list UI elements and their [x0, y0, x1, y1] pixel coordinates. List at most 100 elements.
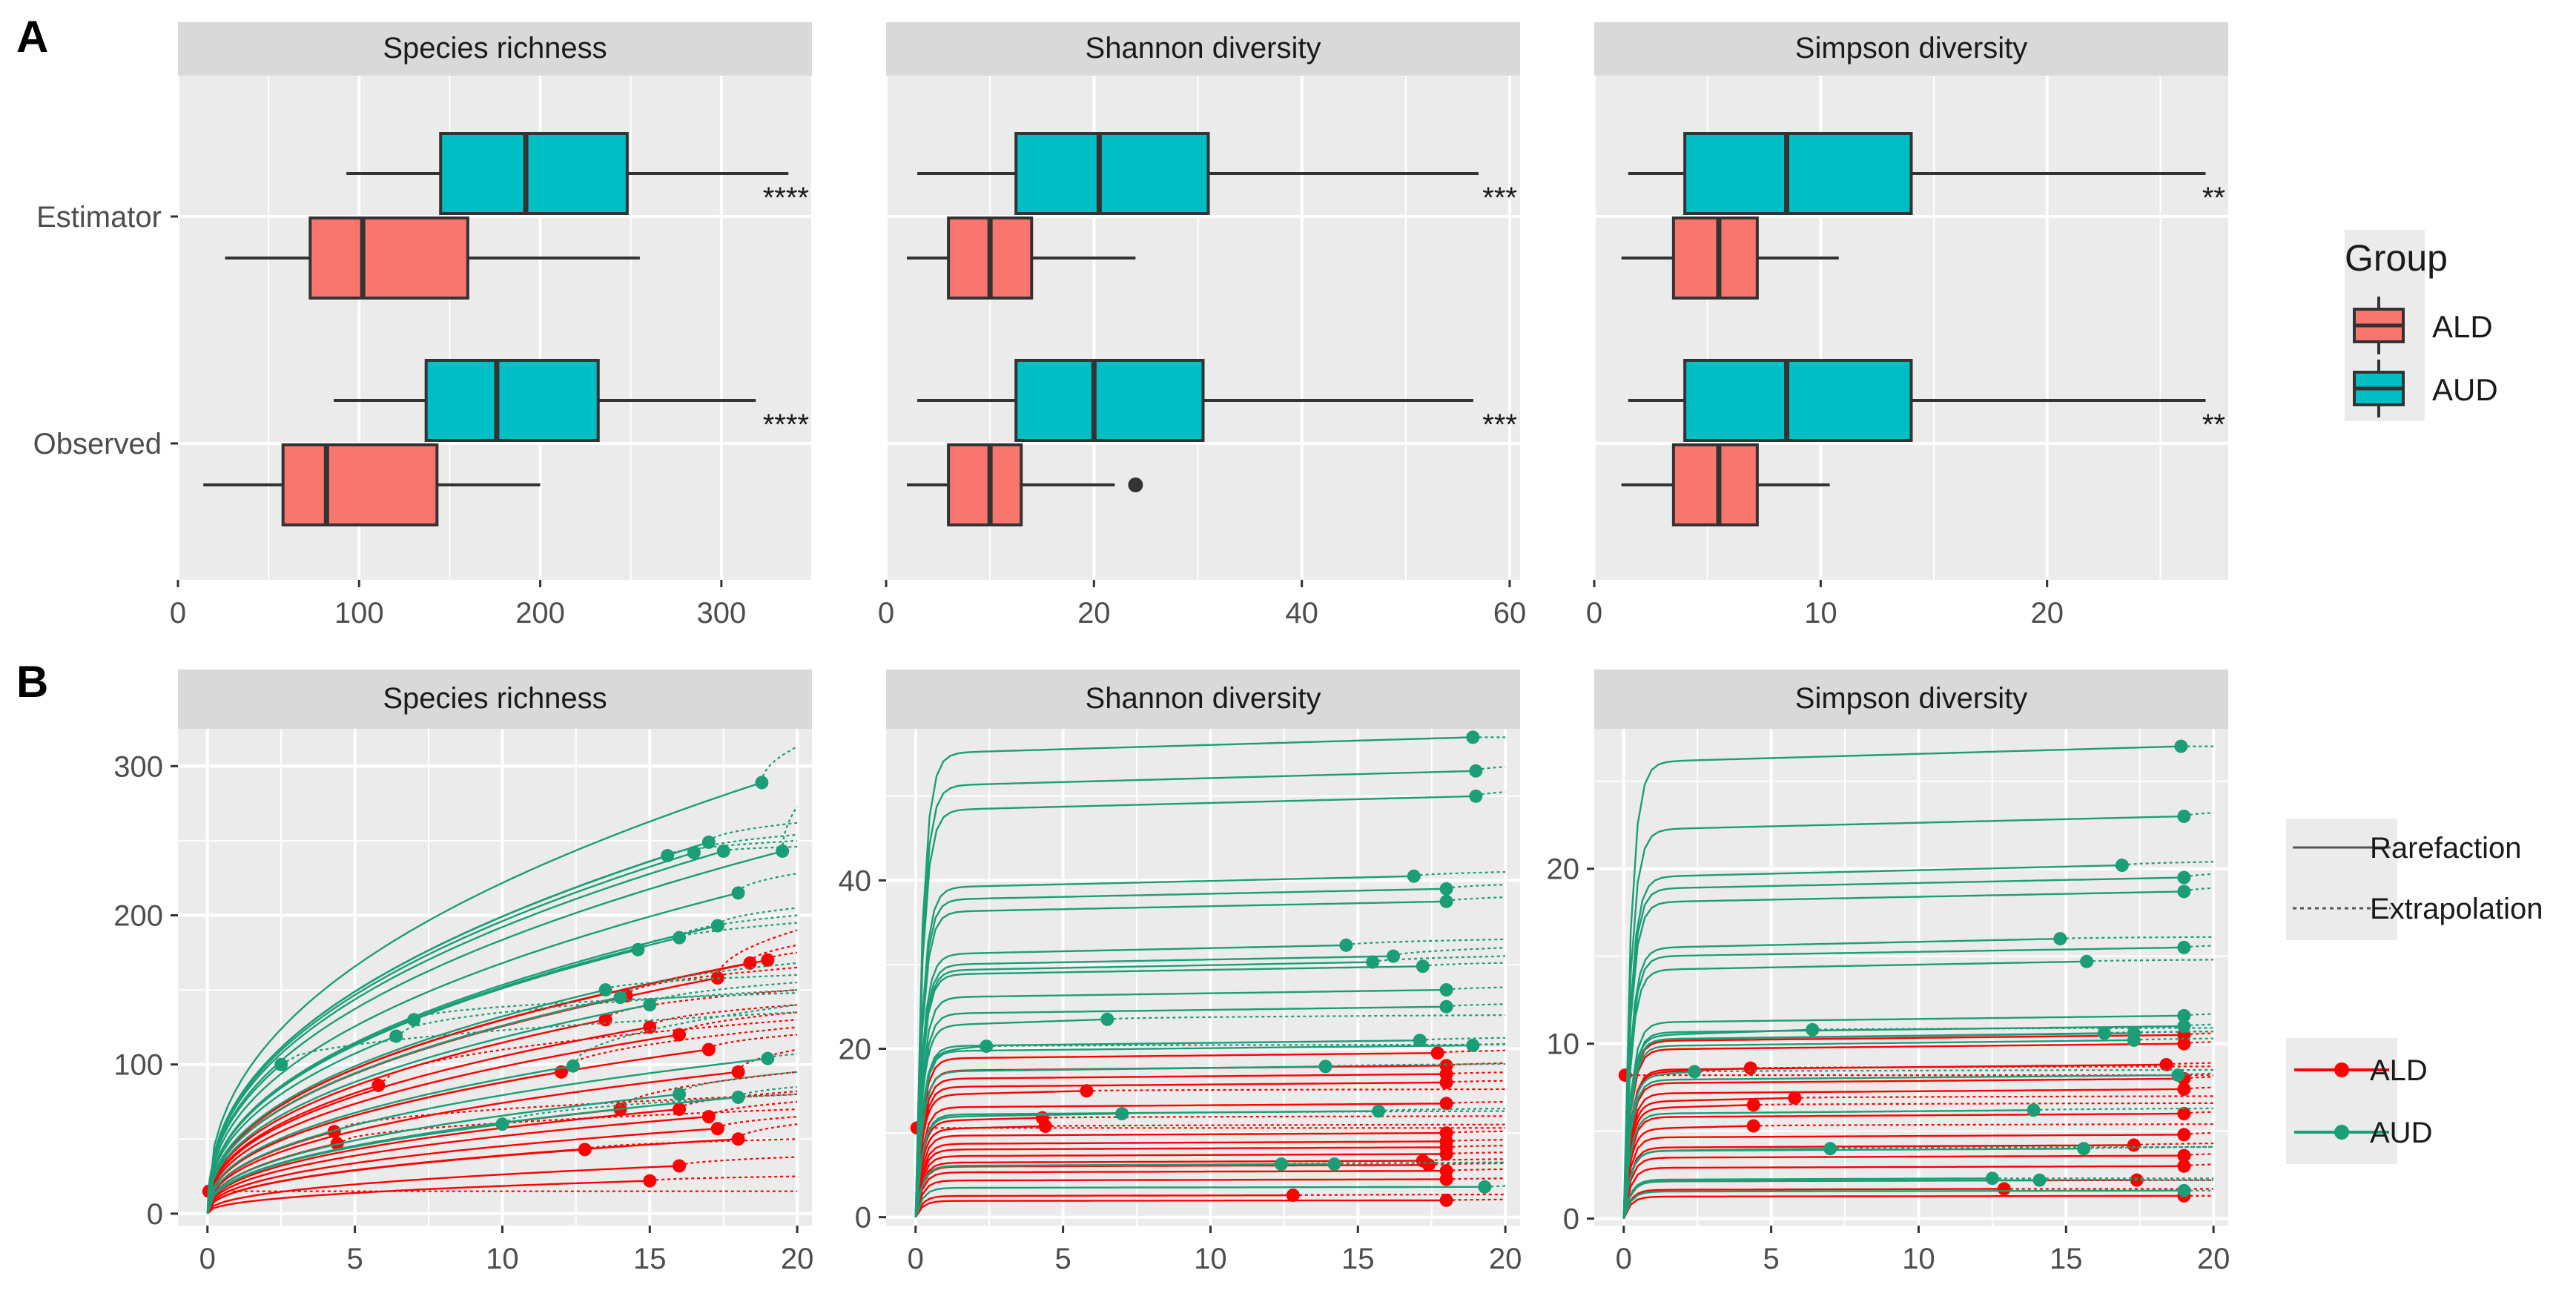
b-shannon-diversity-curve-aud-3-rarefaction: [914, 875, 1414, 1217]
b-shannon-diversity-curve-aud-12-observed-point: [1100, 1012, 1114, 1026]
b-shannon-diversity-curve-aud-2-rarefaction: [914, 795, 1476, 1217]
b-simpson-diversity-curve-ald-27-rarefaction: [1622, 1088, 2184, 1219]
b-species-richness-curve-ald-31-extrapolation: [737, 1048, 798, 1073]
b-simpson-diversity-curve-ald-27-observed-point: [2177, 1082, 2191, 1096]
b-shannon-diversity-strip: [886, 670, 1520, 729]
b-species-richness-curve-ald-23-observed-point: [761, 953, 775, 967]
b-simpson-diversity-curve-aud-3-rarefaction: [1622, 876, 2184, 1219]
b-simpson-diversity-curve-ald-28-extrapolation: [1794, 1095, 2214, 1099]
b-species-richness-curve-aud-8-observed-point: [673, 931, 687, 945]
a-shannon-diversity-significance-observed: ***: [1482, 409, 1517, 441]
a-simpson-diversity-significance-estimator: **: [2202, 182, 2225, 214]
b-simpson-diversity-curve-ald-23-rarefaction: [1622, 1042, 2184, 1219]
a-species-richness-box-observed-aud: [424, 359, 600, 442]
b-shannon-diversity-curve-ald-22-observed-point: [1430, 1046, 1444, 1060]
b-species-richness-xtick-label: 5: [346, 1243, 363, 1275]
legend-label-line-ald: ALD: [2370, 1054, 2428, 1087]
b-species-richness-curve-ald-25-rarefaction: [206, 1019, 606, 1214]
b-species-richness-curve-ald-27-rarefaction: [206, 1034, 680, 1214]
b-species-richness-curve-aud-20-extrapolation: [501, 1093, 798, 1126]
b-shannon-diversity-curve-aud-6-extrapolation: [1346, 938, 1506, 946]
a-shannon-diversity-box-observed-aud: [1014, 359, 1205, 442]
b-shannon-diversity-curve-ald-29-rarefaction: [914, 1125, 1046, 1217]
b-shannon-diversity-curve-aud-5-observed-point: [1439, 894, 1453, 908]
a-simpson-diversity-box-estimator-ald: [1671, 216, 1759, 300]
b-simpson-diversity-curve-aud-18-observed-point: [2077, 1142, 2091, 1156]
b-species-richness-curve-aud-1-rarefaction: [206, 850, 783, 1214]
b-shannon-diversity-curve-aud-11-observed-point: [1439, 999, 1453, 1014]
b-shannon-diversity-curve-ald-25-observed-point: [1439, 1075, 1453, 1089]
b-simpson-diversity-curve-aud-19-observed-point: [1985, 1171, 1999, 1186]
b-shannon-diversity-curve-aud-2-extrapolation: [1475, 791, 1506, 797]
a-simpson-diversity-chart: Simpson diversity 0 10 20 ** **: [1586, 22, 2228, 629]
a-shannon-diversity-xtick-label: 20: [1077, 597, 1111, 629]
b-shannon-diversity-curve-aud-18-observed-point: [1115, 1106, 1129, 1120]
b-simpson-diversity-curve-ald-22-extrapolation: [2183, 1032, 2214, 1036]
legend-key-point-aud: [2334, 1125, 2349, 1140]
b-species-richness-curve-aud-17-extrapolation: [280, 1011, 798, 1065]
b-species-richness-curve-aud-16-observed-point: [761, 1051, 775, 1065]
b-simpson-diversity-curve-ald-30-extrapolation: [2183, 1111, 2214, 1115]
panel-b-label: B: [16, 657, 48, 707]
b-species-richness-curve-aud-7-observed-point: [710, 919, 724, 933]
b-simpson-diversity-curve-ald-25-extrapolation: [1750, 1065, 2214, 1069]
a-species-richness-xtick-label: 300: [696, 597, 746, 629]
b-shannon-diversity-curve-ald-28-rarefaction: [914, 1117, 1043, 1217]
b-simpson-diversity-ytick-label: 20: [1547, 853, 1580, 886]
b-shannon-diversity-curve-aud-6-rarefaction: [914, 944, 1347, 1217]
b-shannon-diversity-curve-aud-9-observed-point: [1416, 959, 1430, 974]
b-species-richness-curve-ald-31-rarefaction: [206, 1071, 739, 1214]
b-species-richness-curve-ald-28-extrapolation: [377, 1019, 798, 1086]
b-shannon-diversity-curve-aud-7-observed-point: [1387, 949, 1400, 963]
b-simpson-diversity-curve-aud-3-observed-point: [2177, 870, 2191, 885]
b-species-richness-curve-ald-39-rarefaction: [206, 1148, 585, 1214]
a-species-richness-box-estimator-ald: [308, 216, 469, 300]
b-simpson-diversity-curve-ald-26-rarefaction: [1622, 1077, 2184, 1219]
b-simpson-diversity-curve-aud-0-observed-point: [2174, 739, 2188, 753]
b-simpson-diversity-curve-aud-4-observed-point: [2177, 885, 2191, 899]
b-simpson-diversity-curve-aud-8-observed-point: [2177, 1008, 2191, 1022]
legend-group-title: Group: [2345, 237, 2448, 279]
legend-group-lines-bg: [2286, 1038, 2397, 1164]
b-simpson-diversity-curve-aud-1-observed-point: [2177, 809, 2191, 823]
b-simpson-diversity-curve-ald-24-extrapolation: [2166, 1062, 2214, 1066]
b-species-richness-curve-aud-19-extrapolation: [737, 1085, 798, 1098]
b-simpson-diversity-curve-aud-8-rarefaction: [1622, 1014, 2184, 1219]
b-simpson-diversity-curve-ald-25-observed-point: [1743, 1061, 1757, 1075]
b-simpson-diversity-curve-aud-13-extrapolation: [2133, 1037, 2214, 1041]
b-shannon-diversity-curve-aud-20-extrapolation: [1334, 1161, 1506, 1166]
b-simpson-diversity-curve-aud-0-rarefaction: [1622, 745, 2182, 1219]
b-simpson-diversity-curve-aud-4-rarefaction: [1622, 890, 2184, 1219]
b-simpson-diversity-curve-aud-9-observed-point: [2177, 1019, 2191, 1034]
b-species-richness-curve-aud-15-observed-point: [566, 1059, 580, 1073]
b-shannon-diversity-curve-ald-34-extrapolation: [1422, 1158, 1506, 1162]
b-shannon-diversity-curve-ald-24-rarefaction: [914, 1073, 1447, 1217]
b-simpson-diversity-curve-ald-34-observed-point: [2177, 1148, 2191, 1163]
b-shannon-diversity-curve-ald-27-rarefaction: [914, 1103, 1447, 1217]
b-simpson-diversity-curve-aud-1-rarefaction: [1622, 815, 2184, 1219]
b-simpson-diversity-curve-aud-12-extrapolation: [2133, 1031, 2214, 1034]
b-simpson-diversity-curve-aud-10-extrapolation: [1812, 1027, 2214, 1031]
a-simpson-diversity-xtick-label: 20: [2030, 597, 2064, 629]
b-species-richness-curve-ald-29-extrapolation: [561, 1026, 798, 1073]
b-shannon-diversity-title: Shannon diversity: [1086, 682, 1321, 715]
b-simpson-diversity-ytick-label: 10: [1547, 1028, 1580, 1061]
b-shannon-diversity-curve-ald-23-extrapolation: [1446, 1062, 1506, 1067]
b-simpson-diversity-curve-ald-29-rarefaction: [1622, 1104, 1754, 1219]
a-simpson-diversity-significance-observed: **: [2202, 409, 2225, 441]
b-shannon-diversity-curve-aud-5-rarefaction: [914, 900, 1447, 1217]
b-simpson-diversity-curve-aud-17-observed-point: [1823, 1142, 1837, 1156]
b-species-richness-xtick-label: 0: [199, 1243, 216, 1275]
b-simpson-diversity-curve-ald-34-extrapolation: [2183, 1153, 2214, 1157]
b-shannon-diversity-xtick-label: 20: [1489, 1243, 1522, 1275]
b-shannon-diversity-curve-ald-33-rarefaction: [914, 1153, 1447, 1217]
b-shannon-diversity-curve-aud-12-rarefaction: [914, 1018, 1108, 1217]
panel-a-label: A: [16, 12, 48, 62]
a-shannon-diversity-significance-estimator: ***: [1482, 182, 1517, 214]
b-simpson-diversity-curve-ald-28-observed-point: [1788, 1091, 1802, 1105]
b-simpson-diversity-curve-aud-7-observed-point: [2080, 954, 2094, 968]
b-simpson-diversity-xtick-label: 5: [1763, 1243, 1779, 1275]
b-shannon-diversity-curve-aud-21-rarefaction: [914, 1186, 1485, 1218]
b-shannon-diversity-curve-ald-25-extrapolation: [1446, 1080, 1506, 1083]
